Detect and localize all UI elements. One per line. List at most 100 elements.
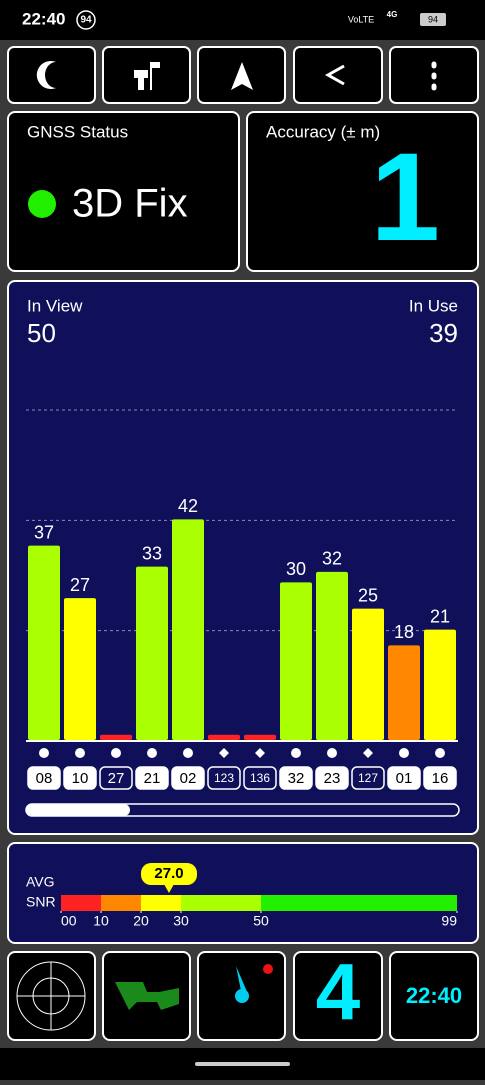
bar-label: 37 [34, 522, 54, 542]
marker [39, 748, 49, 758]
sat-box [135, 766, 169, 790]
marker [435, 748, 445, 758]
accuracy-tile [246, 111, 479, 272]
gnss-tile [7, 111, 240, 272]
in-view: 50 [27, 318, 56, 348]
sat-box [387, 766, 421, 790]
avg-value: 27.0 [154, 865, 183, 882]
marker [399, 748, 409, 758]
accuracy-value: 1 [370, 128, 440, 267]
status-battery: 94 [428, 14, 438, 24]
status-time: 22:40 [22, 9, 65, 28]
snr-panel [7, 842, 479, 944]
sat-box [27, 766, 61, 790]
status-signal: 4G [387, 10, 398, 19]
marker [183, 748, 193, 758]
bar [208, 734, 240, 740]
x-tick-label: 00 [61, 913, 77, 929]
bar-label: 32 [322, 549, 342, 569]
bar [424, 629, 456, 740]
sat-id: 23 [324, 770, 341, 787]
bar-label: 27 [70, 575, 90, 595]
sat-id: 16 [432, 770, 449, 787]
sat-box [207, 766, 241, 790]
badge-ring [76, 10, 96, 30]
in-use: 39 [429, 318, 458, 348]
status-bar [0, 0, 485, 40]
compass-hub [235, 989, 249, 1003]
sat-box [63, 766, 97, 790]
sat-box [315, 766, 349, 790]
compass-dot [263, 964, 273, 974]
in-use-label: In Use [409, 296, 458, 315]
marker [147, 748, 157, 758]
snr-segment [181, 895, 261, 911]
count-tile[interactable] [293, 951, 383, 1041]
bar [64, 598, 96, 740]
sat-box [243, 766, 277, 790]
sat-id: 32 [288, 770, 305, 787]
x-tick-label: 30 [173, 913, 189, 929]
sat-box [99, 766, 133, 790]
bar [388, 645, 420, 740]
status-network: VoLTE [348, 14, 374, 24]
x-tick-label: 20 [133, 913, 149, 929]
bar [136, 566, 168, 740]
sat-id: 02 [180, 770, 197, 787]
snr-segment [261, 895, 457, 911]
bar-label: 30 [286, 559, 306, 579]
bar-label: 33 [142, 543, 162, 563]
sat-id: 08 [36, 770, 53, 787]
status-badge: 94 [80, 15, 92, 26]
bar-label: 25 [358, 585, 378, 605]
sat-box [423, 766, 457, 790]
bar-label: 42 [178, 496, 198, 516]
bar [28, 545, 60, 740]
marker [111, 748, 121, 758]
scroll-thumb [26, 804, 130, 816]
marker [75, 748, 85, 758]
bar [244, 734, 276, 740]
sat-id: 10 [72, 770, 89, 787]
in-view-label: In View [27, 296, 83, 315]
snr-label: SNR [26, 894, 56, 910]
bar-label: 21 [430, 606, 450, 626]
radar-axes [17, 962, 85, 1030]
marker [327, 748, 337, 758]
marker [219, 748, 229, 758]
snr-label: AVG [26, 874, 55, 890]
share-button[interactable] [293, 46, 383, 104]
sat-id: 127 [358, 771, 378, 785]
sat-id: 01 [396, 770, 413, 787]
bar [172, 519, 204, 740]
gesture-pill [195, 1062, 290, 1066]
marker [363, 748, 373, 758]
accuracy-title: Accuracy (± m) [266, 122, 380, 141]
clock-tile[interactable] [389, 951, 479, 1041]
map-icon [115, 982, 179, 1010]
marker [255, 748, 265, 758]
bar [352, 608, 384, 740]
snr-segment [101, 895, 141, 911]
night-button[interactable] [7, 46, 96, 104]
gnss-title: GNSS Status [27, 122, 128, 141]
battery [420, 13, 446, 26]
share-icon [324, 64, 345, 86]
snr-segment [141, 895, 181, 911]
compass-needle [236, 966, 248, 996]
sat-box [351, 766, 385, 790]
sat-id: 27 [108, 770, 125, 787]
x-tick-label: 10 [93, 913, 109, 929]
snr-segment [61, 895, 101, 911]
marker [291, 748, 301, 758]
bar [280, 582, 312, 740]
x-tick-label: 50 [253, 913, 269, 929]
gnss-value: 3D Fix [72, 182, 188, 226]
fix-dot [28, 190, 56, 218]
x-tick-label: 99 [441, 913, 457, 929]
arrow-icon [231, 62, 253, 90]
bar [316, 571, 348, 740]
sat-box [171, 766, 205, 790]
